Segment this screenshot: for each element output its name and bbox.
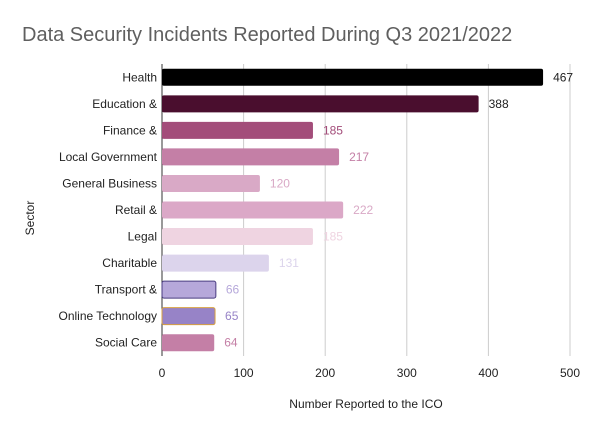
data-label: 120: [270, 176, 290, 190]
data-label: 66: [226, 283, 240, 297]
category-label: General Business: [62, 176, 157, 190]
data-label: 217: [349, 150, 369, 164]
data-label: 131: [279, 256, 299, 270]
value-labels: 467 388 185 217 120 222 185 131 66 65 64: [224, 70, 573, 349]
category-label: Local Government: [59, 150, 158, 164]
data-label: 467: [553, 70, 573, 84]
category-label: Legal: [128, 230, 157, 244]
bars: [161, 68, 544, 352]
chart-title: Data Security Incidents Reported During …: [22, 24, 512, 46]
category-label: Social Care: [95, 336, 157, 350]
x-tick-label: 200: [315, 366, 335, 380]
data-label: 185: [323, 230, 343, 244]
x-axis-title: Number Reported to the ICO: [289, 397, 442, 411]
x-tick-label: 100: [234, 366, 254, 380]
bar: [162, 121, 313, 139]
category-label: Education &: [92, 97, 157, 111]
data-label: 64: [224, 336, 238, 350]
category-label: Health: [122, 70, 157, 84]
data-label: 388: [489, 97, 509, 111]
category-label: Finance &: [103, 123, 157, 137]
bar: [161, 307, 216, 326]
category-label: Retail &: [115, 203, 157, 217]
bar: [162, 254, 269, 272]
bar: [161, 280, 217, 299]
data-label: 222: [353, 203, 373, 217]
x-tick-label: 0: [159, 366, 166, 380]
bar: [162, 174, 260, 192]
bar: [162, 148, 340, 166]
bar: [162, 95, 479, 113]
bar: [162, 201, 344, 219]
category-label: Charitable: [102, 256, 157, 270]
bar: [162, 334, 215, 352]
y-axis-title: Sector: [23, 201, 37, 236]
data-label: 185: [323, 123, 343, 137]
x-tick-label: 500: [560, 366, 580, 380]
bar: [162, 228, 313, 246]
category-labels: Health Education & Finance & Local Governme…: [58, 70, 157, 349]
x-tick-label: 300: [397, 366, 417, 380]
bar: [162, 68, 544, 86]
data-label: 65: [225, 309, 239, 323]
category-label: Transport &: [95, 283, 157, 297]
x-tick-labels: 0 100 200 300 400 500: [159, 366, 581, 380]
category-label: Online Technology: [58, 309, 157, 323]
x-tick-label: 400: [478, 366, 498, 380]
